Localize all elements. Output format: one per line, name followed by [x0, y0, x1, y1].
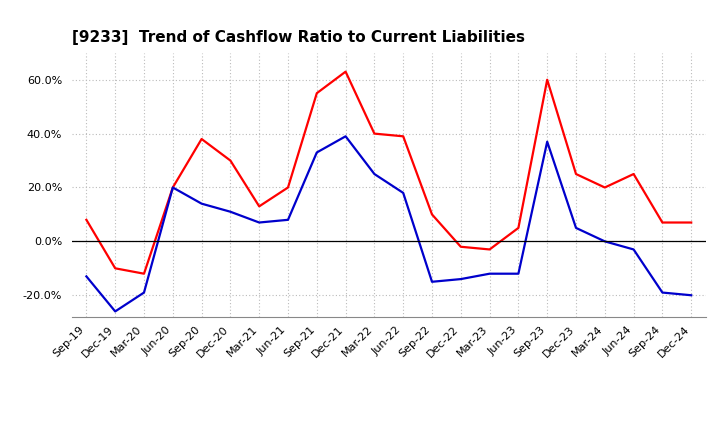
Line: Operating CF to Current Liabilities: Operating CF to Current Liabilities — [86, 72, 691, 274]
Operating CF to Current Liabilities — [111, 266, 120, 271]
Free CF to Current Liabilities — [255, 220, 264, 225]
Text: [9233]  Trend of Cashflow Ratio to Current Liabilities: [9233] Trend of Cashflow Ratio to Curren… — [72, 29, 525, 45]
Operating CF to Current Liabilities — [226, 158, 235, 163]
Free CF to Current Liabilities — [341, 134, 350, 139]
Operating CF to Current Liabilities — [168, 185, 177, 190]
Operating CF to Current Liabilities — [687, 220, 696, 225]
Operating CF to Current Liabilities — [140, 271, 148, 276]
Operating CF to Current Liabilities — [255, 204, 264, 209]
Operating CF to Current Liabilities — [514, 225, 523, 231]
Free CF to Current Liabilities — [572, 225, 580, 231]
Operating CF to Current Liabilities — [543, 77, 552, 82]
Operating CF to Current Liabilities — [428, 212, 436, 217]
Operating CF to Current Liabilities — [197, 136, 206, 142]
Free CF to Current Liabilities — [226, 209, 235, 214]
Operating CF to Current Liabilities — [456, 244, 465, 249]
Free CF to Current Liabilities — [658, 290, 667, 295]
Free CF to Current Liabilities — [399, 190, 408, 195]
Free CF to Current Liabilities — [687, 293, 696, 298]
Operating CF to Current Liabilities — [312, 91, 321, 96]
Free CF to Current Liabilities — [370, 172, 379, 177]
Free CF to Current Liabilities — [543, 139, 552, 144]
Free CF to Current Liabilities — [629, 247, 638, 252]
Operating CF to Current Liabilities — [658, 220, 667, 225]
Operating CF to Current Liabilities — [370, 131, 379, 136]
Free CF to Current Liabilities — [428, 279, 436, 284]
Free CF to Current Liabilities — [140, 290, 148, 295]
Free CF to Current Liabilities — [197, 201, 206, 206]
Free CF to Current Liabilities — [514, 271, 523, 276]
Operating CF to Current Liabilities — [399, 134, 408, 139]
Operating CF to Current Liabilities — [485, 247, 494, 252]
Line: Free CF to Current Liabilities: Free CF to Current Liabilities — [86, 136, 691, 312]
Operating CF to Current Liabilities — [82, 217, 91, 223]
Free CF to Current Liabilities — [485, 271, 494, 276]
Operating CF to Current Liabilities — [572, 172, 580, 177]
Free CF to Current Liabilities — [82, 274, 91, 279]
Operating CF to Current Liabilities — [600, 185, 609, 190]
Operating CF to Current Liabilities — [341, 69, 350, 74]
Free CF to Current Liabilities — [168, 185, 177, 190]
Legend: Operating CF to Current Liabilities, Free CF to Current Liabilities: Operating CF to Current Liabilities, Fre… — [130, 434, 647, 440]
Free CF to Current Liabilities — [111, 309, 120, 314]
Free CF to Current Liabilities — [600, 239, 609, 244]
Operating CF to Current Liabilities — [629, 172, 638, 177]
Free CF to Current Liabilities — [284, 217, 292, 223]
Operating CF to Current Liabilities — [284, 185, 292, 190]
Free CF to Current Liabilities — [456, 276, 465, 282]
Free CF to Current Liabilities — [312, 150, 321, 155]
